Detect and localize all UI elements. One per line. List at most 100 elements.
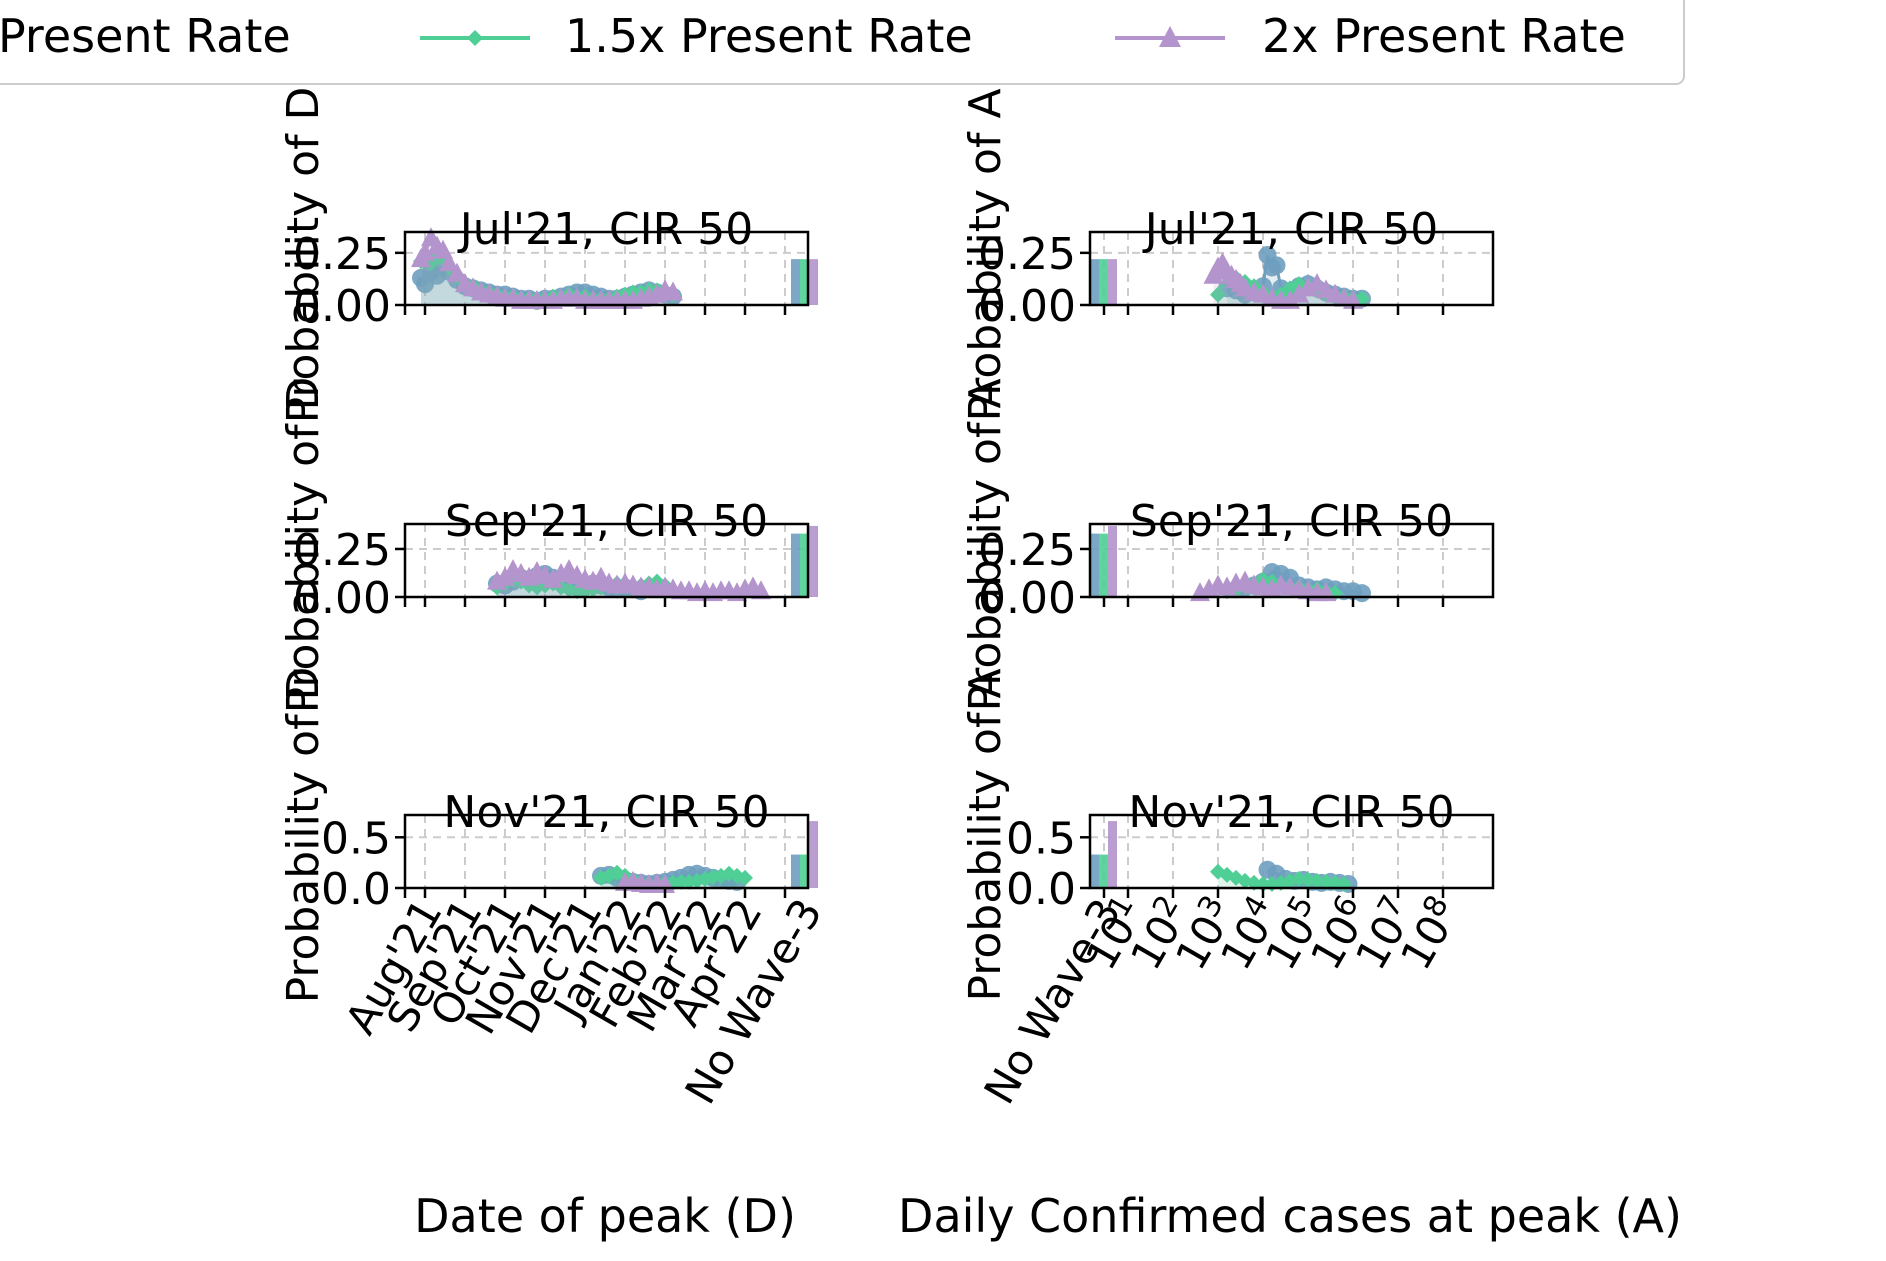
legend-label-1p5x: 1.5x Present Rate bbox=[565, 9, 973, 63]
xlabel-cases: Daily Confirmed cases at peak (A) bbox=[898, 1189, 1682, 1243]
no-wave-bar-present bbox=[1090, 854, 1099, 888]
no-wave-bar-2x bbox=[809, 821, 818, 888]
no-wave-bar-1p5x bbox=[800, 533, 809, 597]
y-tick-label: 0.0 bbox=[1006, 864, 1076, 915]
x-tick-exponent: 5 bbox=[1281, 890, 1321, 924]
x-axis bbox=[403, 305, 787, 315]
y-tick-label: 0.00 bbox=[293, 573, 391, 624]
ylabel-cases-mid: Probability of A bbox=[960, 378, 1011, 711]
data-point-2x bbox=[447, 262, 467, 282]
y-tick-label: 0.5 bbox=[321, 813, 391, 864]
x-tick-exponent: 1 bbox=[1101, 890, 1141, 924]
legend-label-2x: 2x Present Rate bbox=[1262, 9, 1626, 63]
y-axis: 0.00.5 bbox=[1006, 813, 1090, 915]
panel-title: Jul'21, CIR 50 bbox=[457, 204, 753, 255]
y-tick-label: 0.25 bbox=[293, 525, 391, 576]
no-wave-bar-1p5x bbox=[1099, 854, 1108, 888]
data-point-2x bbox=[1289, 283, 1309, 303]
legend-label-present: Present Rate bbox=[0, 9, 291, 63]
data-point-1p5x bbox=[737, 869, 753, 886]
y-axis: 0.000.25 bbox=[293, 525, 405, 624]
plot-frame bbox=[1088, 522, 1495, 599]
data-point-2x bbox=[751, 580, 771, 600]
panel-title: Sep'21, CIR 50 bbox=[445, 496, 768, 547]
series-1p5x bbox=[1099, 854, 1352, 892]
data-point-present bbox=[1353, 584, 1371, 603]
y-tick-label: 0.25 bbox=[978, 525, 1076, 576]
panel-title: Nov'21, CIR 50 bbox=[1128, 787, 1454, 838]
no-wave-bar-present bbox=[1090, 259, 1099, 305]
plot-frame bbox=[1088, 813, 1495, 890]
panel-title: Nov'21, CIR 50 bbox=[443, 787, 769, 838]
ylabel-date-bottom: Probability of D bbox=[278, 667, 329, 1004]
data-point-1p5x bbox=[1210, 286, 1226, 303]
data-point-2x bbox=[433, 239, 453, 259]
y-axis: 0.00.5 bbox=[321, 813, 405, 915]
y-axis: 0.000.25 bbox=[978, 229, 1090, 332]
legend-frame bbox=[0, 0, 1685, 85]
no-wave-bar-1p5x bbox=[1099, 259, 1108, 305]
no-wave-bar-present bbox=[791, 533, 800, 597]
plot-frame bbox=[403, 522, 810, 599]
panel-cases-sep21: 0.000.25 Sep'21, CIR 50 bbox=[978, 496, 1495, 624]
data-point-2x bbox=[663, 281, 683, 301]
y-tick-label: 0.00 bbox=[978, 573, 1076, 624]
panel-cases-nov21: 0.00.5No Wave-3101102103104105106107108N… bbox=[974, 787, 1495, 1112]
no-wave-bar-present bbox=[1090, 533, 1099, 597]
panel-title: Sep'21, CIR 50 bbox=[1130, 496, 1453, 547]
panel-cases-jul21: 0.000.25 Jul'21, CIR 50 bbox=[978, 204, 1495, 332]
data-point-present bbox=[1267, 256, 1286, 275]
y-tick-label: 0.25 bbox=[293, 229, 391, 280]
series-2x bbox=[1108, 821, 1117, 888]
x-axis bbox=[1102, 305, 1445, 315]
legend-marker-2x bbox=[1159, 26, 1181, 47]
series-2x bbox=[1108, 252, 1363, 309]
no-wave-bar-1p5x bbox=[800, 854, 809, 888]
no-wave-bar-present bbox=[791, 854, 800, 888]
ylabel-date-mid: Probability of D bbox=[278, 377, 329, 714]
no-wave-bar-2x bbox=[1108, 525, 1117, 597]
y-tick-label: 0.5 bbox=[1006, 813, 1076, 864]
panel-date-jul21: 0.000.25 Jul'21, CIR 50 bbox=[293, 204, 818, 332]
data-point-2x bbox=[415, 241, 435, 261]
x-tick-exponent: 2 bbox=[1146, 890, 1186, 924]
ylabel-cases-bottom: Probability of A bbox=[960, 668, 1011, 1001]
panel-date-sep21: 0.000.25 Sep'21, CIR 50 bbox=[293, 496, 818, 624]
y-tick-label: 0.25 bbox=[978, 229, 1076, 280]
xlabel-date: Date of peak (D) bbox=[414, 1189, 796, 1243]
y-axis: 0.000.25 bbox=[978, 525, 1090, 624]
y-tick-label: 0.00 bbox=[293, 281, 391, 332]
series-2x bbox=[487, 525, 818, 602]
panel-title: Jul'21, CIR 50 bbox=[1142, 204, 1438, 255]
y-tick-label: 0.00 bbox=[978, 281, 1076, 332]
x-axis: Aug'21Sep'21Oct'21Nov'21Dec'21Jan'22Feb'… bbox=[336, 888, 832, 1112]
no-wave-bar-2x bbox=[809, 259, 818, 305]
plot-frame bbox=[403, 813, 810, 890]
x-tick-exponent: 8 bbox=[1416, 890, 1456, 924]
y-axis: 0.000.25 bbox=[293, 229, 405, 332]
no-wave-bar-2x bbox=[1108, 259, 1117, 305]
legend: Present Rate 1.5x Present Rate 2x Presen… bbox=[0, 0, 1685, 85]
no-wave-bar-1p5x bbox=[1099, 533, 1108, 597]
data-point-2x bbox=[439, 252, 459, 272]
x-axis bbox=[403, 597, 787, 607]
data-point-1p5x bbox=[423, 255, 439, 272]
no-wave-bar-present bbox=[791, 259, 800, 305]
x-axis bbox=[1102, 597, 1445, 607]
x-tick-exponent: 6 bbox=[1326, 890, 1366, 924]
legend-marker-1p5x bbox=[467, 30, 483, 46]
ylabel-date-top: Probability of D bbox=[278, 87, 329, 424]
no-wave-bar-1p5x bbox=[800, 259, 809, 305]
plot-frame bbox=[1088, 230, 1495, 307]
no-wave-bar-2x bbox=[809, 525, 818, 597]
no-wave-bar-2x bbox=[1108, 821, 1117, 888]
x-tick-exponent: 4 bbox=[1236, 890, 1276, 924]
ylabel-cases-top: Probability of A bbox=[960, 88, 1011, 421]
x-tick-exponent: 7 bbox=[1371, 890, 1411, 924]
x-tick-exponent: 3 bbox=[1191, 890, 1231, 924]
panel-date-nov21: 0.00.5Aug'21Sep'21Oct'21Nov'21Dec'21Jan'… bbox=[321, 787, 832, 1112]
plot-frame bbox=[403, 230, 810, 307]
y-tick-label: 0.0 bbox=[321, 864, 391, 915]
